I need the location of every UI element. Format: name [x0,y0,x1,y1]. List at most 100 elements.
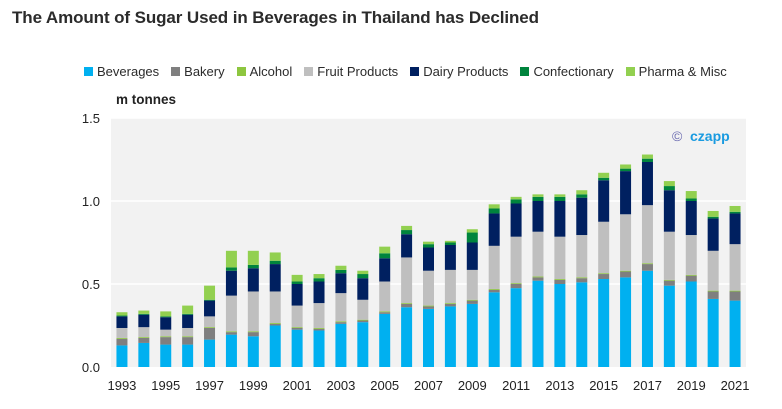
bar-segment-pharma-misc-2017 [641,154,653,159]
bar-segment-pharma-misc-2021 [729,205,741,212]
bar-segment-dairy-products-2013 [554,201,566,237]
bar-segment-beverages-2006 [401,307,413,367]
bar-segment-fruit-products-2006 [401,257,413,304]
legend-swatch [304,67,314,76]
bar-segment-bakery-2020 [707,291,719,299]
bar-segment-alcohol-1996 [182,336,194,338]
x-tick-label: 2011 [502,378,530,393]
y-tick-label: 1.5 [82,111,100,126]
bar-stack-2008 [444,240,456,367]
bar-segment-dairy-products-2007 [423,247,434,271]
bar-segment-confectionary-2000 [269,260,281,265]
bar-stack-2002 [313,274,325,367]
bar-segment-confectionary-2017 [641,158,653,162]
legend-item-beverages: Beverages [84,64,159,79]
bar-segment-dairy-products-1995 [160,317,172,330]
bar-segment-dairy-products-2012 [532,201,544,232]
bar-segment-alcohol-2012 [532,276,544,278]
bar-segment-pharma-misc-2001 [291,274,303,282]
bar-segment-dairy-products-2011 [510,203,522,237]
bar-stack-2003 [335,265,347,367]
bar-segment-dairy-products-2000 [269,264,281,292]
bar-segment-confectionary-2012 [532,196,544,201]
legend-label: Pharma & Misc [638,64,727,79]
bar-segment-beverages-2001 [291,329,303,367]
bar-segment-bakery-2018 [663,280,675,286]
bar-segment-bakery-2021 [729,291,741,301]
x-tick-label: 1995 [151,378,180,393]
bar-stack-2016 [620,164,632,367]
bar-segment-pharma-misc-2008 [444,240,456,243]
bar-segment-pharma-misc-2016 [620,164,632,169]
x-axis-ticks: 1993 1995 1997 1999 2001 2003 2005 2007 2009 2011… [107,378,749,393]
bar-segment-bakery-1999 [247,332,259,337]
bar-stack-2015 [598,172,610,367]
bar-segment-beverages-2014 [576,282,588,367]
bar-stack-2014 [576,190,588,367]
bar-segment-bakery-2010 [488,289,500,293]
bar-segment-beverages-2013 [554,284,566,367]
bar-segment-bakery-2001 [291,327,303,330]
bar-segment-pharma-misc-2000 [269,252,281,261]
x-tick-label: 2009 [458,378,487,393]
bar-segment-confectionary-1993 [116,315,128,317]
bar-segment-dairy-products-2005 [379,258,391,282]
bar-segment-bakery-2011 [510,284,522,289]
bar-segment-dairy-products-2015 [598,180,610,222]
bar-segment-confectionary-2008 [444,242,456,245]
bar-segment-dairy-products-2008 [444,244,456,270]
x-tick-label: 1997 [195,378,224,393]
bar-segment-pharma-misc-2004 [357,270,369,275]
bar-segment-beverages-2021 [729,300,741,367]
bar-segment-dairy-products-2017 [641,161,653,206]
bar-segment-confectionary-1995 [160,316,172,318]
bar-segment-alcohol-1997 [204,327,216,328]
bar-segment-alcohol-2017 [641,263,653,265]
bar-segment-confectionary-2002 [313,278,325,282]
bar-stack-2017 [641,154,653,367]
bar-stack-1995 [160,311,172,367]
x-tick-label: 1999 [239,378,268,393]
bar-segment-alcohol-2015 [598,273,610,275]
x-tick-label: 2015 [589,378,618,393]
bar-segment-bakery-2004 [357,320,369,323]
bar-segment-confectionary-2001 [291,281,303,284]
bar-segment-dairy-products-1999 [247,268,259,292]
bar-segment-dairy-products-2004 [357,278,369,300]
bar-segment-bakery-2007 [423,306,434,309]
bar-segment-beverages-1998 [225,334,237,367]
bar-segment-confectionary-2006 [401,230,413,235]
bar-segment-pharma-misc-2014 [576,190,588,195]
copyright-icon: © [672,128,683,144]
bar-segment-confectionary-2014 [576,194,588,198]
bar-segment-confectionary-1996 [182,313,194,315]
bar-segment-alcohol-2001 [291,327,303,328]
x-tick-label: 2021 [721,378,750,393]
bar-segment-fruit-products-2002 [313,303,325,328]
bar-segment-fruit-products-2019 [685,235,697,275]
bar-segment-confectionary-1994 [138,313,150,315]
bar-segment-beverages-1996 [182,344,194,367]
bar-segment-pharma-misc-2006 [401,225,413,231]
bar-segment-alcohol-2005 [379,311,391,313]
bar-segment-alcohol-2000 [269,323,281,324]
bar-segment-pharma-misc-1999 [247,250,259,265]
bar-segment-fruit-products-2014 [576,235,588,278]
bar-segment-beverages-2017 [641,270,653,367]
legend-item-alcohol: Alcohol [236,64,292,79]
bar-stack-2018 [663,181,675,367]
bar-stack-1998 [225,250,237,367]
legend-swatch [625,67,635,76]
bar-segment-beverages-1999 [247,336,259,367]
bar-stack-2019 [685,191,697,367]
bar-segment-alcohol-2018 [663,279,675,281]
bar-segment-pharma-misc-2020 [707,210,719,217]
bar-segment-pharma-misc-2003 [335,265,347,270]
bar-segment-confectionary-1999 [247,264,259,269]
bar-segment-fruit-products-2004 [357,299,369,320]
bar-segment-bakery-2000 [269,323,281,326]
bar-segment-fruit-products-2020 [707,250,719,291]
bar-segment-beverages-2002 [313,330,325,367]
bar-segment-beverages-2018 [663,285,675,367]
